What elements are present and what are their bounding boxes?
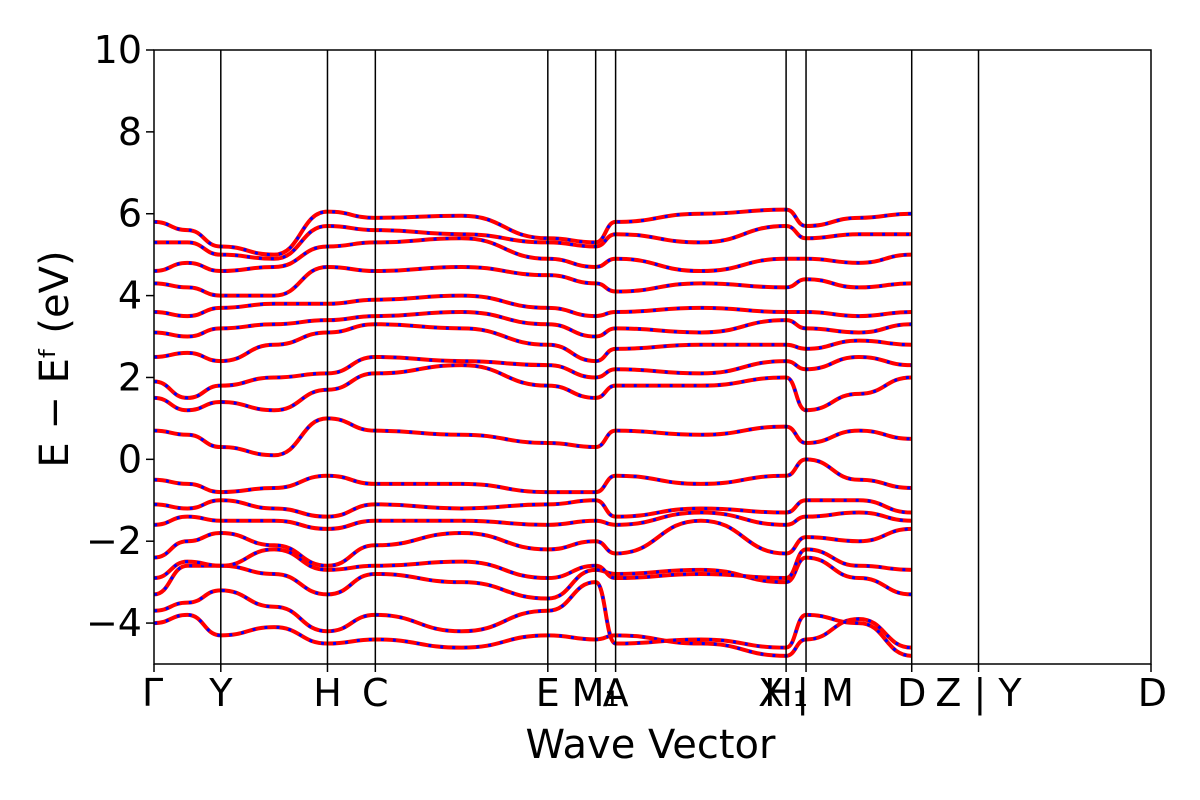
band-12-spin-up [153,309,912,339]
y-tick-label: 8 [118,110,142,154]
high-symmetry-lines [220,50,980,664]
x-tick-label: Γ [142,671,163,715]
band-5-spin-up [153,510,912,531]
band-8-spin-up [153,416,912,458]
x-tick-label: D [897,671,926,715]
y-tick-label: 4 [118,274,142,318]
y-tick-label: 10 [94,28,142,72]
band-6-spin-down [153,498,912,519]
x-tick-label: Y [208,671,233,715]
bands-group [153,207,912,658]
y-tick-label: −4 [86,601,142,645]
band-17-spin-down [153,208,912,257]
x-tick-label: D [1138,671,1167,715]
plot-frame [153,49,1152,665]
y-tick-label: 6 [118,192,142,236]
x-tick-label: X | M [758,671,854,716]
x-tick-label: H₁ [764,671,808,715]
band-7-spin-down [153,457,912,494]
x-tick-label: M₁ [572,671,620,715]
band-8-spin-down [153,416,912,457]
band-11-spin-up [153,322,912,364]
band-15-spin-down [153,236,912,273]
x-tick-label: C [362,671,389,715]
x-axis-title: Wave Vector [526,722,777,768]
y-tick-label: 2 [118,355,142,399]
y-axis-ticks: −4 −2 0 2 4 6 8 10 [86,28,154,645]
x-tick-label: H [313,671,342,715]
band-9-spin-down [153,363,912,412]
x-tick-label: E [536,671,560,715]
y-tick-label: 0 [118,437,142,481]
band-14-spin-down [153,265,912,298]
y-axis-title: E − Eᶠ (eV) [32,250,78,467]
x-tick-label: Z | Y [935,671,1022,716]
y-tick-label: −2 [86,519,142,563]
x-tick-label: A [603,671,629,715]
